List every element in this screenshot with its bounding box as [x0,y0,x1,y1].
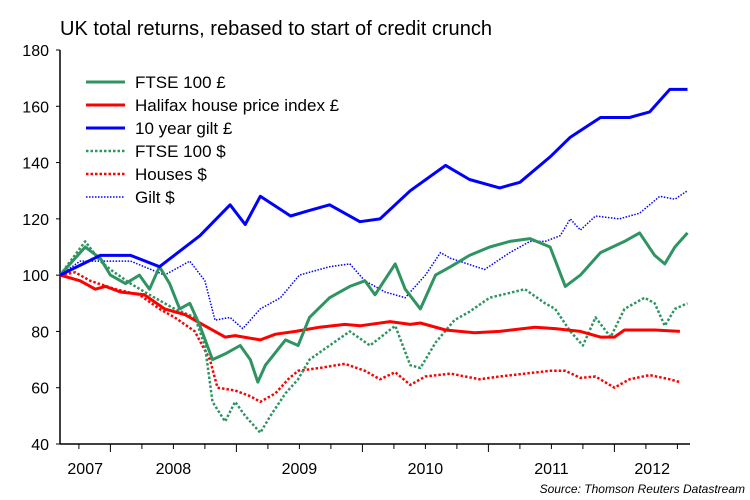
x-tick-label: 2012 [634,461,670,478]
legend-label: Gilt $ [135,188,175,207]
series-line-houses- [59,271,681,404]
series-line-10-year-gilt- [59,87,688,277]
x-tick-label: 2008 [156,461,192,478]
series-line-halifax-house-price-index- [59,273,680,342]
source-note: Source: Thomson Reuters Datastream [540,482,745,496]
series-line-ftse-100- [58,231,689,384]
y-tick-label: 80 [31,324,49,341]
x-tick-label: 2009 [282,461,318,478]
legend-label: Houses $ [135,165,207,184]
series-line-gilt- [59,190,688,330]
legend-label: Halifax house price index £ [135,96,340,115]
y-tick-label: 60 [31,381,49,398]
x-tick-label: 2010 [408,461,444,478]
y-tick-label: 160 [22,99,49,116]
axes: 40 60 80 100 120 140 160 180 2007 2008 2009 2010 201… [22,43,690,478]
legend-label: FTSE 100 £ [135,73,226,92]
chart-title: UK total returns, rebased to start of cr… [60,18,492,40]
legend-label: 10 year gilt £ [135,119,233,138]
y-tick-label: 180 [22,43,49,60]
x-tick-label: 2007 [67,461,103,478]
y-tick-label: 120 [22,212,49,229]
y-tick-label: 140 [22,156,49,173]
legend: FTSE 100 £ Halifax house price index £ 10 … [86,73,340,207]
y-tick-label: 100 [22,268,49,285]
x-tick-label: 2011 [534,461,569,478]
y-tick-label: 40 [31,437,49,454]
legend-label: FTSE 100 $ [135,142,226,161]
series-group [58,87,689,434]
